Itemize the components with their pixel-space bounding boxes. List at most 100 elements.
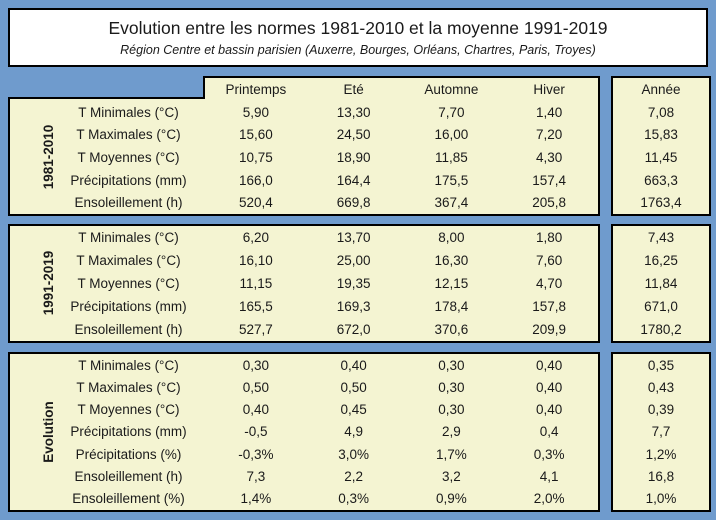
row-label: Ensoleillement (h) [74, 322, 183, 337]
row-label: Précipitations (mm) [70, 299, 187, 314]
table-row: T Maximales (°C) 16,10 25,00 16,30 7,60 [50, 249, 598, 272]
value-cell: 165,5 [238, 299, 273, 314]
table-row: T Maximales (°C) 15,60 24,50 16,00 7,20 [50, 124, 598, 147]
row-label: Précipitations (%) [75, 446, 182, 462]
year-value-cell: 7,08 [647, 104, 675, 120]
value-cell: -0,3% [238, 446, 274, 462]
value-cell: 0,30 [438, 357, 465, 373]
table-row: T Minimales (°C) 5,90 13,30 7,70 1,40 [50, 101, 598, 124]
column-header: Printemps [225, 82, 287, 97]
row-label: T Moyennes (°C) [77, 276, 180, 291]
year-value-cell: 7,43 [647, 230, 675, 245]
value-cell: 0,40 [242, 402, 270, 418]
value-cell: 169,3 [336, 299, 371, 314]
value-cell: 157,4 [532, 172, 567, 188]
value-cell: 157,8 [532, 299, 567, 314]
value-cell: 10,75 [238, 149, 273, 165]
value-cell: 178,4 [434, 299, 469, 314]
value-cell: 12,15 [434, 276, 469, 291]
table-row: T Minimales (°C) 6,20 13,70 8,00 1,80 [50, 226, 598, 249]
row-label: Précipitations (mm) [70, 424, 187, 440]
row-label: Ensoleillement (h) [74, 469, 183, 485]
value-cell: 209,9 [532, 322, 567, 337]
value-cell: 205,8 [532, 195, 567, 211]
table-row: Précipitations (mm) 166,0 164,4 175,5 157,4 [50, 169, 598, 192]
value-cell: 13,30 [336, 104, 371, 120]
year-values-1981-2010: 7,08 15,83 11,45 663,3 1763,4 [613, 101, 709, 214]
value-cell: 16,00 [434, 127, 469, 143]
value-cell: 672,0 [336, 322, 371, 337]
value-cell: 0,50 [340, 379, 367, 395]
column-header: Eté [343, 82, 364, 97]
value-cell: 3,0% [338, 446, 370, 462]
value-cell: 0,30 [438, 379, 465, 395]
year-column-1991-2019: 7,43 16,25 11,84 671,0 1780,2 [611, 224, 711, 343]
row-label: Ensoleillement (%) [72, 491, 185, 507]
value-cell: 0,45 [340, 402, 367, 418]
row-label: T Moyennes (°C) [77, 149, 180, 165]
table-row: Précipitations (%) -0,3% 3,0% 1,7% 0,3% [50, 443, 598, 465]
column-header: Automne [424, 82, 479, 97]
value-cell: 18,90 [336, 149, 371, 165]
value-cell: 24,50 [336, 127, 371, 143]
row-label: T Minimales (°C) [78, 357, 179, 373]
value-cell: 4,30 [535, 149, 563, 165]
year-column-1981-2010: Année 7,08 15,83 11,45 663,3 1763,4 [611, 76, 711, 216]
value-cell: 0,3% [338, 491, 370, 507]
value-cell: 669,8 [336, 195, 371, 211]
column-header-row: Printemps Eté Automne Hiver [207, 78, 598, 101]
section-1981-2010: Printemps Eté Automne Hiver 1981-2010 T Min… [8, 76, 600, 216]
year-value-cell: 0,35 [647, 357, 675, 373]
value-cell: 0,50 [242, 379, 270, 395]
row-label: T Maximales (°C) [76, 253, 181, 268]
value-cell: 6,20 [242, 230, 270, 245]
value-cell: 175,5 [434, 172, 469, 188]
value-cell: 19,35 [336, 276, 371, 291]
year-value-cell: 1780,2 [640, 322, 682, 337]
table-row: T Maximales (°C) 0,50 0,50 0,30 0,40 [50, 376, 598, 398]
value-cell: 0,40 [535, 379, 563, 395]
value-cell: 370,6 [434, 322, 469, 337]
value-cell: 2,2 [344, 469, 364, 485]
value-cell: 25,00 [336, 253, 371, 268]
value-cell: 16,10 [238, 253, 273, 268]
value-cell: 11,85 [434, 149, 468, 165]
value-cell: 0,40 [535, 402, 563, 418]
table-row: T Moyennes (°C) 10,75 18,90 11,85 4,30 [50, 146, 598, 169]
value-cell: -0,5 [244, 424, 268, 440]
value-cell: 0,3% [533, 446, 565, 462]
year-value-cell: 0,39 [647, 402, 675, 418]
section-rows-1981-2010: T Minimales (°C) 5,90 13,30 7,70 1,40 T Maxim… [10, 101, 598, 214]
value-cell: 15,60 [238, 127, 273, 143]
value-cell: 13,70 [336, 230, 371, 245]
column-header: Hiver [533, 82, 565, 97]
year-values-1991-2019: 7,43 16,25 11,84 671,0 1780,2 [613, 226, 709, 341]
value-cell: 367,4 [434, 195, 469, 211]
table-row: T Minimales (°C) 0,30 0,40 0,30 0,40 [50, 354, 598, 376]
year-value-cell: 1,0% [645, 491, 677, 507]
year-value-cell: 7,7 [651, 424, 671, 440]
table-row: Ensoleillement (h) 520,4 669,8 367,4 205,8 [50, 191, 598, 214]
value-cell: 166,0 [238, 172, 273, 188]
row-label: T Minimales (°C) [78, 104, 179, 120]
value-cell: 8,00 [438, 230, 465, 245]
value-cell: 4,1 [539, 469, 559, 485]
value-cell: 1,80 [535, 230, 563, 245]
value-cell: 2,9 [441, 424, 461, 440]
table-row: Précipitations (mm) 165,5 169,3 178,4 157,8 [50, 295, 598, 318]
page-title: Evolution entre les normes 1981-2010 et … [108, 18, 608, 38]
row-label: T Moyennes (°C) [77, 402, 180, 418]
year-value-cell: 1,2% [645, 446, 677, 462]
value-cell: 4,70 [535, 276, 563, 291]
year-value-cell: 11,84 [644, 276, 678, 291]
year-value-cell: 1763,4 [640, 195, 682, 211]
value-cell: 0,30 [438, 402, 465, 418]
value-cell: 1,40 [535, 104, 563, 120]
section-rows-1991-2019: T Minimales (°C) 6,20 13,70 8,00 1,80 T Maxim… [10, 226, 598, 341]
row-label: T Maximales (°C) [76, 127, 181, 143]
table-row: T Moyennes (°C) 0,40 0,45 0,30 0,40 [50, 399, 598, 421]
year-value-cell: 11,45 [644, 149, 678, 165]
value-cell: 5,90 [242, 104, 270, 120]
value-cell: 1,7% [435, 446, 467, 462]
